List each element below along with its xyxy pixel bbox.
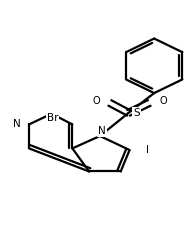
- Text: Br: Br: [47, 113, 58, 123]
- Text: N: N: [13, 119, 21, 129]
- Text: O: O: [92, 96, 100, 106]
- Text: O: O: [159, 96, 167, 106]
- Text: S: S: [133, 108, 140, 118]
- Text: I: I: [146, 145, 149, 155]
- Text: N: N: [98, 126, 106, 136]
